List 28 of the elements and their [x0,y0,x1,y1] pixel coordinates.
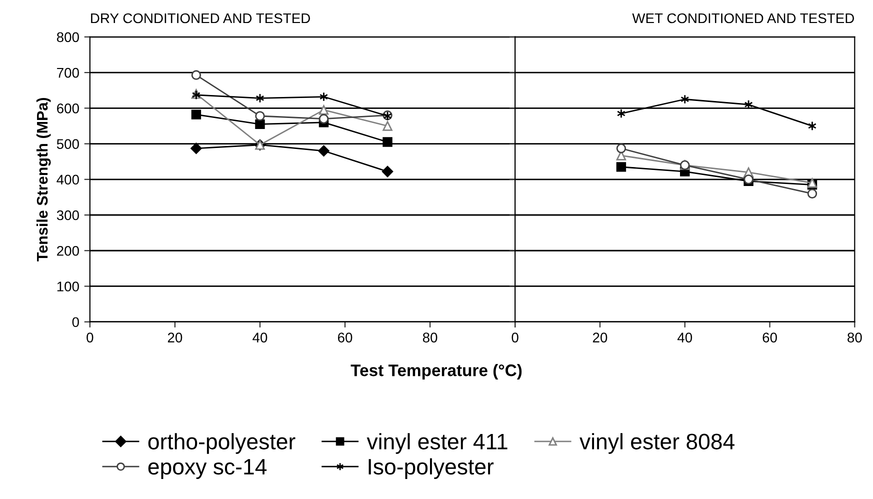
y-tick-label: 800 [56,32,79,42]
y-tick-label: 700 [57,68,79,78]
legend-label: epoxy sc-14 [148,459,267,479]
x-tick-label: 40 [252,332,268,342]
chart-title: DRY CONDITIONED AND TESTED [91,13,310,24]
y-tick-label: 300 [56,210,79,220]
x-tick-label: 60 [762,332,777,342]
legend-label: vinyl ester 8084 [580,433,734,454]
chart-title: WET CONDITIONED AND TESTED [632,13,854,24]
y-tick-label: 200 [57,246,79,256]
legend-label: ortho-polyester [148,433,296,454]
y-tick-label: 500 [56,139,79,149]
y-tick-label: 0 [72,317,79,328]
legend-label: vinyl ester 411 [366,433,508,454]
legend-label: Iso-polyester [368,458,494,479]
y-tick-label: 100 [57,282,79,292]
x-tick-label: 80 [422,332,438,342]
x-tick-label: 60 [338,332,352,342]
x-tick-label: 80 [848,332,862,342]
y-axis-title: Tensile Strength (MPa) [36,98,51,262]
x-tick-label: 0 [86,332,94,342]
y-tick-label: 400 [56,174,79,185]
x-tick-label: 40 [677,332,692,342]
y-tick-label: 600 [57,103,79,114]
x-tick-label: 20 [592,332,608,342]
x-tick-label: 20 [168,332,182,342]
x-tick-label: 0 [512,332,518,342]
x-axis-title: Test Temperature (°C) [350,364,522,380]
